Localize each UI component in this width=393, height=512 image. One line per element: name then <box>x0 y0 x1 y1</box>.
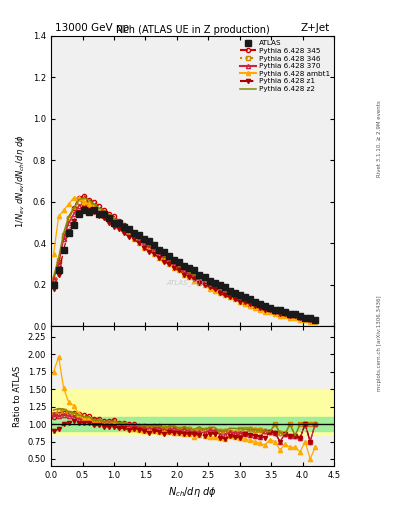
Text: Z+Jet: Z+Jet <box>301 23 330 33</box>
X-axis label: $N_{ch}/d\eta\ d\phi$: $N_{ch}/d\eta\ d\phi$ <box>168 485 217 499</box>
Y-axis label: $1/N_{ev}\ dN_{ev}/dN_{ch}/d\eta\ d\phi$: $1/N_{ev}\ dN_{ev}/dN_{ch}/d\eta\ d\phi$ <box>15 134 28 228</box>
Bar <box>51 389 334 435</box>
Y-axis label: Ratio to ATLAS: Ratio to ATLAS <box>13 366 22 427</box>
Title: Nch (ATLAS UE in Z production): Nch (ATLAS UE in Z production) <box>116 25 270 35</box>
Text: 13000 GeV pp: 13000 GeV pp <box>55 23 129 33</box>
Text: ATLAS_2019_...: ATLAS_2019_... <box>166 280 219 286</box>
Text: mcplots.cern.ch [arXiv:1306.3436]: mcplots.cern.ch [arXiv:1306.3436] <box>377 295 382 391</box>
Legend: ATLAS, Pythia 6.428 345, Pythia 6.428 346, Pythia 6.428 370, Pythia 6.428 ambt1,: ATLAS, Pythia 6.428 345, Pythia 6.428 34… <box>237 37 332 95</box>
Bar <box>51 417 334 431</box>
Text: Rivet 3.1.10, ≥ 2.9M events: Rivet 3.1.10, ≥ 2.9M events <box>377 100 382 177</box>
